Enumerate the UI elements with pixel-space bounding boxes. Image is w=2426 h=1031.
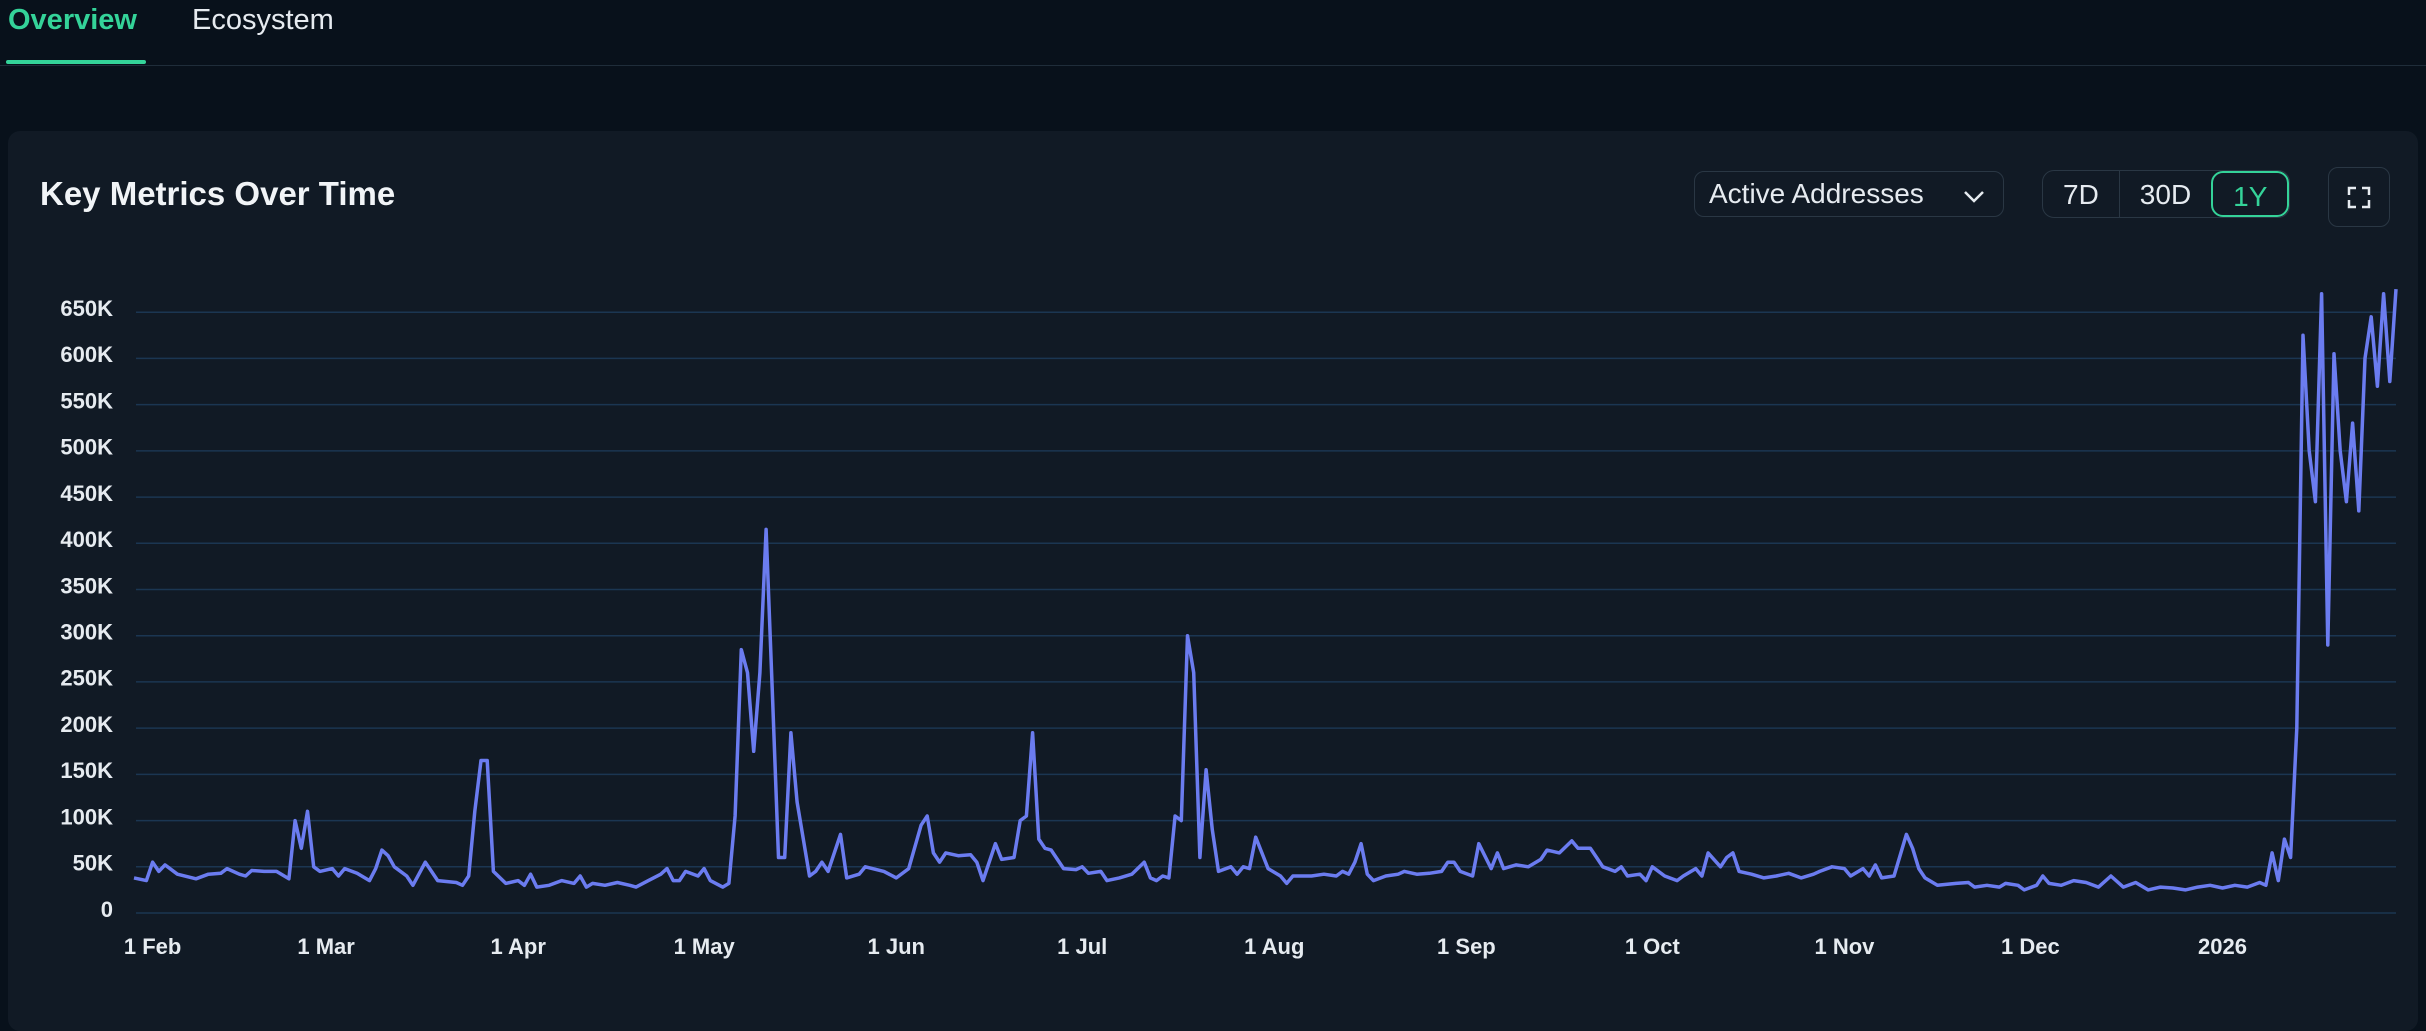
y-tick-label: 450K bbox=[60, 481, 113, 506]
fullscreen-button[interactable] bbox=[2328, 167, 2390, 227]
x-tick-label: 1 Apr bbox=[491, 934, 547, 959]
tab[interactable]: Ecosystem bbox=[192, 4, 334, 36]
y-tick-label: 400K bbox=[60, 527, 113, 552]
x-tick-label: 1 Jun bbox=[868, 934, 925, 959]
x-tick-label: 1 Jul bbox=[1057, 934, 1107, 959]
x-tick-label: 1 Nov bbox=[1814, 934, 1875, 959]
x-tick-label: 1 Aug bbox=[1244, 934, 1304, 959]
y-tick-label: 500K bbox=[60, 435, 113, 460]
y-tick-label: 50K bbox=[73, 851, 113, 876]
x-tick-label: 1 Feb bbox=[124, 934, 181, 959]
data-line bbox=[133, 288, 2398, 892]
fullscreen-icon bbox=[2347, 186, 2371, 209]
y-tick-label: 550K bbox=[60, 388, 113, 413]
range-button[interactable]: 1Y bbox=[2211, 171, 2290, 217]
range-group: 7D 30D 1Y bbox=[2042, 170, 2291, 218]
metric-dropdown[interactable]: Active Addresses bbox=[1694, 171, 2004, 217]
y-tick-label: 200K bbox=[60, 712, 113, 737]
line-chart: 0 50K 100K 150K 200K 250K 300K 350K 400K 450K 500K… bbox=[60, 288, 2398, 959]
x-tick-label: 1 Oct bbox=[1625, 934, 1681, 959]
chevron-icon bbox=[1964, 191, 1984, 203]
y-tick-label: 0 bbox=[101, 897, 113, 922]
range-button[interactable]: 7D bbox=[2063, 179, 2099, 210]
card-title: Key Metrics Over Time bbox=[40, 175, 396, 212]
y-tick-label: 250K bbox=[60, 666, 113, 691]
active-tab-underline bbox=[6, 60, 146, 64]
x-tick-label: 1 May bbox=[674, 934, 736, 959]
metrics-card: Key Metrics Over Time Active Addresses 7… bbox=[8, 131, 2418, 1031]
y-tick-label: 650K bbox=[60, 296, 113, 321]
y-tick-label: 300K bbox=[60, 620, 113, 645]
range-button[interactable]: 30D bbox=[2118, 171, 2211, 217]
x-tick-label: 2026 bbox=[2198, 934, 2247, 959]
x-tick-label: 1 Mar bbox=[297, 934, 355, 959]
y-tick-label: 350K bbox=[60, 573, 113, 598]
y-tick-label: 100K bbox=[60, 804, 113, 829]
tab-separator bbox=[0, 65, 2426, 66]
x-tick-label: 1 Sep bbox=[1437, 934, 1496, 959]
x-tick-label: 1 Dec bbox=[2001, 934, 2060, 959]
y-tick-label: 600K bbox=[60, 342, 113, 367]
y-tick-label: 150K bbox=[60, 758, 113, 783]
tab[interactable]: Overview bbox=[8, 4, 137, 36]
dropdown-label: Active Addresses bbox=[1709, 178, 1924, 209]
page: Overview Ecosystem Key Metrics Over Time … bbox=[0, 4, 2426, 959]
